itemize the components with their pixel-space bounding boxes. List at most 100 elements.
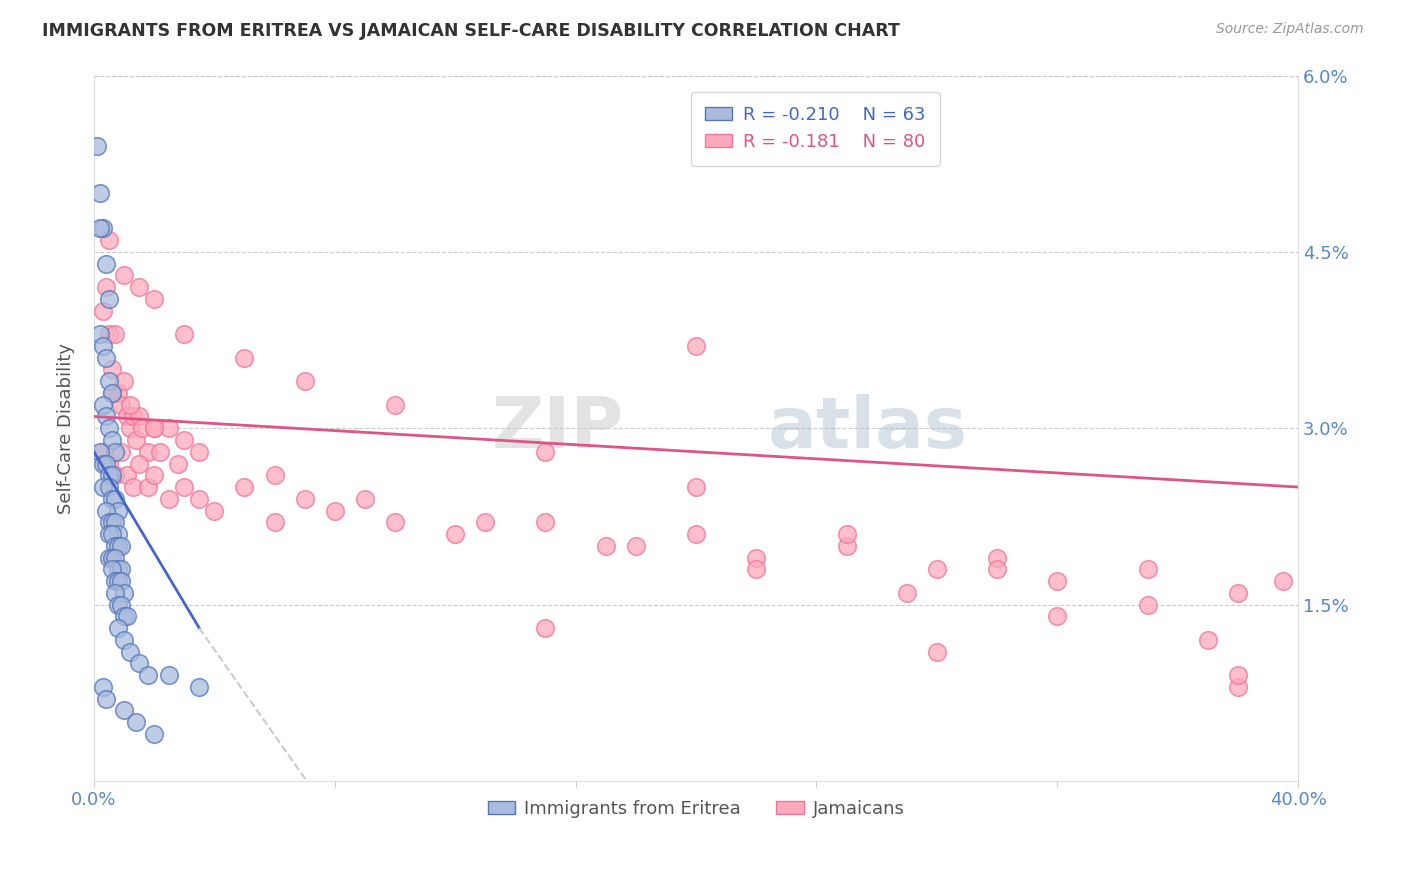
Point [1226, 668, 1249, 682]
Point [173, 480, 195, 494]
Point [136, 444, 159, 458]
Point [128, 409, 150, 424]
Point [101, 562, 124, 576]
Point [835, 527, 858, 541]
Point [202, 503, 225, 517]
Point [128, 657, 150, 671]
Point [118, 645, 141, 659]
Point [91, 444, 114, 458]
Point [101, 433, 124, 447]
Point [107, 621, 129, 635]
Point [384, 516, 406, 530]
Point [107, 562, 129, 576]
Point [685, 339, 707, 353]
Point [104, 444, 127, 458]
Point [89, 221, 111, 235]
Point [94, 351, 117, 365]
Point [112, 586, 135, 600]
Point [157, 668, 180, 682]
Point [98, 421, 121, 435]
Point [110, 539, 132, 553]
Point [294, 491, 316, 506]
Point [122, 409, 145, 424]
Point [233, 351, 256, 365]
Point [115, 409, 138, 424]
Point [112, 609, 135, 624]
Point [534, 444, 557, 458]
Point [149, 444, 172, 458]
Point [98, 527, 121, 541]
Point [104, 516, 127, 530]
Point [101, 386, 124, 401]
Point [595, 539, 617, 553]
Point [925, 562, 948, 576]
Point [1136, 562, 1159, 576]
Point [157, 491, 180, 506]
Point [157, 421, 180, 435]
Point [143, 468, 166, 483]
Point [101, 491, 124, 506]
Point [354, 491, 377, 506]
Point [98, 374, 121, 388]
Point [101, 386, 124, 401]
Point [685, 480, 707, 494]
Point [94, 257, 117, 271]
Point [107, 598, 129, 612]
Point [112, 268, 135, 283]
Point [835, 539, 858, 553]
Point [534, 516, 557, 530]
Point [91, 680, 114, 694]
Point [98, 292, 121, 306]
Point [1136, 598, 1159, 612]
Point [104, 586, 127, 600]
Text: atlas: atlas [768, 393, 969, 463]
Point [1226, 586, 1249, 600]
Point [89, 327, 111, 342]
Point [624, 539, 647, 553]
Point [107, 386, 129, 401]
Point [125, 715, 148, 730]
Point [685, 527, 707, 541]
Point [745, 562, 768, 576]
Point [89, 186, 111, 200]
Text: Source: ZipAtlas.com: Source: ZipAtlas.com [1216, 22, 1364, 37]
Point [104, 550, 127, 565]
Point [94, 409, 117, 424]
Text: IMMIGRANTS FROM ERITREA VS JAMAICAN SELF-CARE DISABILITY CORRELATION CHART: IMMIGRANTS FROM ERITREA VS JAMAICAN SELF… [42, 22, 900, 40]
Point [101, 362, 124, 376]
Point [98, 327, 121, 342]
Point [86, 139, 108, 153]
Point [104, 574, 127, 588]
Point [474, 516, 496, 530]
Point [110, 444, 132, 458]
Point [98, 233, 121, 247]
Point [107, 527, 129, 541]
Y-axis label: Self-Care Disability: Self-Care Disability [58, 343, 75, 514]
Point [91, 398, 114, 412]
Point [925, 645, 948, 659]
Point [98, 457, 121, 471]
Point [896, 586, 918, 600]
Point [128, 457, 150, 471]
Point [173, 433, 195, 447]
Point [115, 609, 138, 624]
Point [263, 468, 285, 483]
Point [104, 468, 127, 483]
Point [118, 398, 141, 412]
Point [188, 444, 211, 458]
Point [323, 503, 346, 517]
Point [136, 668, 159, 682]
Point [94, 503, 117, 517]
Point [136, 480, 159, 494]
Point [107, 539, 129, 553]
Point [98, 468, 121, 483]
Point [1046, 574, 1069, 588]
Point [91, 303, 114, 318]
Point [110, 574, 132, 588]
Point [98, 516, 121, 530]
Point [89, 444, 111, 458]
Point [188, 680, 211, 694]
Legend: Immigrants from Eritrea, Jamaicans: Immigrants from Eritrea, Jamaicans [481, 792, 911, 825]
Point [112, 632, 135, 647]
Point [101, 516, 124, 530]
